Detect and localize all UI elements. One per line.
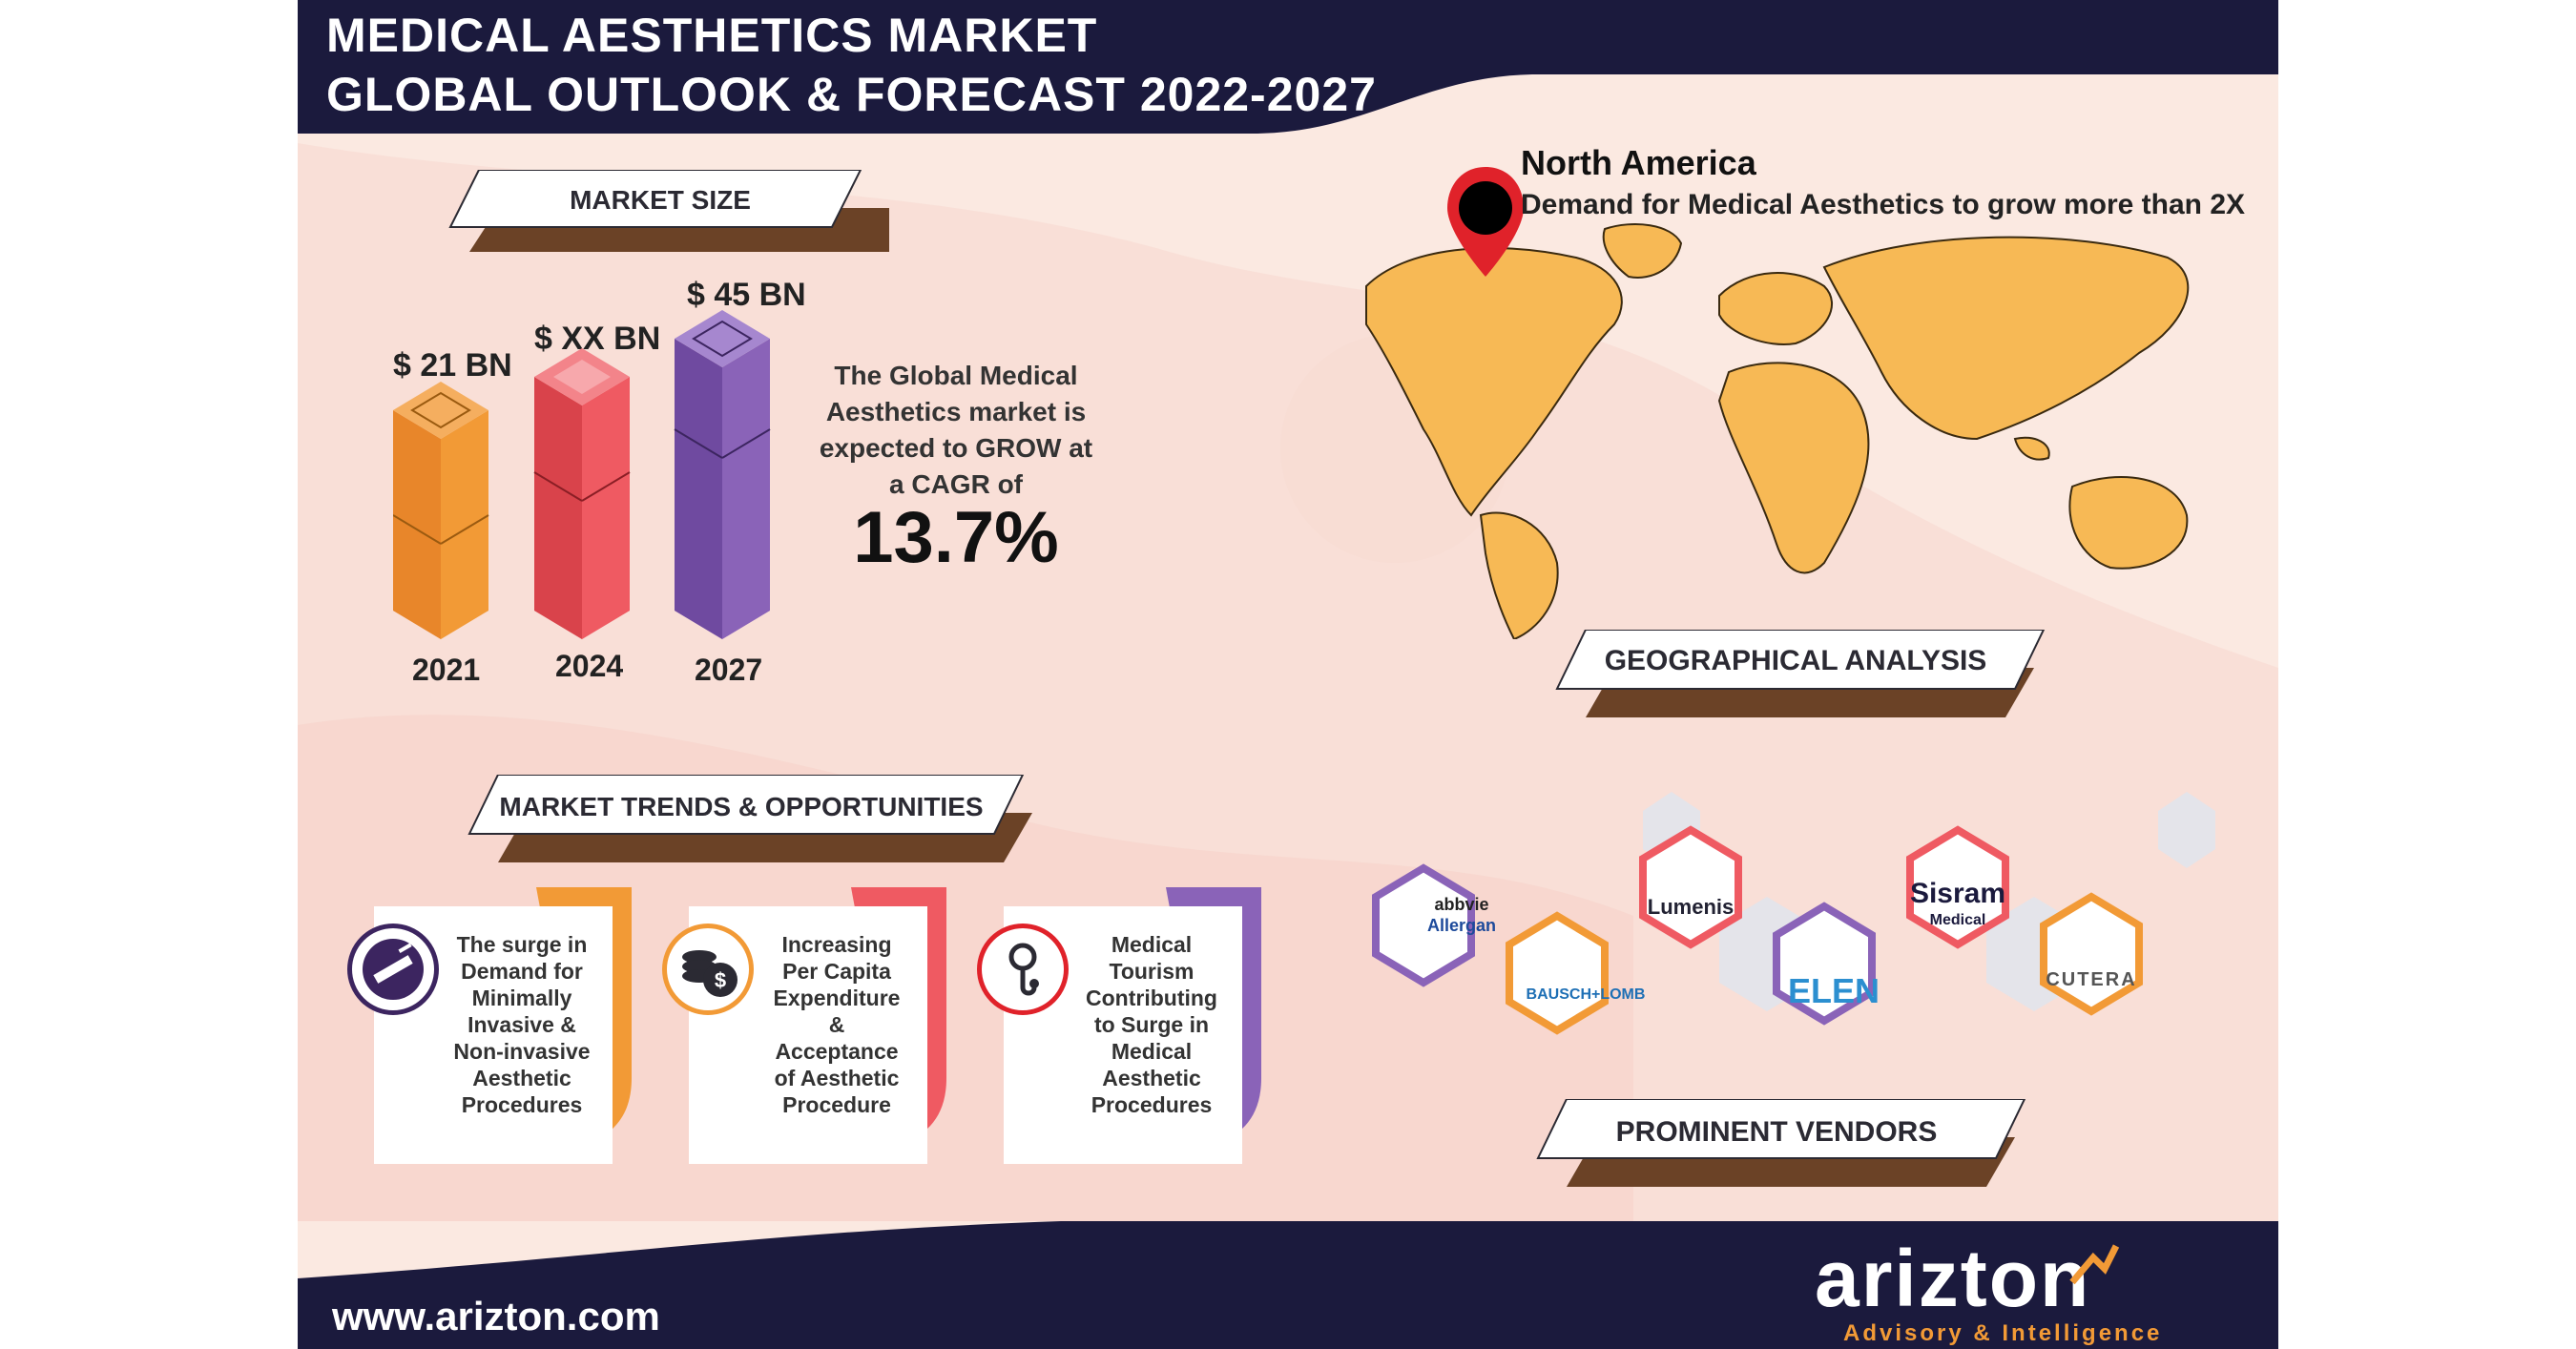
vendor-lumenis-logo: Lumenis — [1647, 895, 1735, 919]
region-name: North America — [1521, 143, 1756, 182]
year-2027: 2027 — [695, 653, 763, 687]
bar-label-2024: $ XX BN — [534, 321, 661, 357]
title-line-1: MEDICAL AESTHETICS MARKET — [326, 9, 1098, 62]
bar-label-2027: $ 45 BN — [687, 277, 806, 313]
vendor-sisram-logo: Sisram — [1909, 878, 2006, 909]
geographical-analysis-ribbon — [1555, 630, 2046, 717]
trend-cards-bg — [374, 887, 1261, 1164]
cagr-description: The Global Medical Aesthetics market is … — [819, 361, 1093, 499]
year-2021: 2021 — [412, 653, 481, 687]
vendor-cutera-logo: CUTERA — [2046, 969, 2137, 990]
market-trends-heading: MARKET TRENDS & OPPORTUNITIES — [499, 792, 984, 821]
trend-card-3-bg — [1004, 887, 1261, 1164]
location-pin-icon — [1447, 167, 1524, 277]
vendor-allergan-logo: Allergan — [1426, 916, 1497, 935]
trend-card-1-bg — [374, 887, 632, 1164]
region-demand-text: Demand for Medical Aesthetics to grow mo… — [1521, 189, 2246, 220]
prominent-vendors-ribbon — [1536, 1099, 2026, 1187]
stethoscope-icon — [977, 924, 1069, 1015]
trend-card-3-text: Medical Tourism Contributing to Surge in… — [1086, 932, 1217, 1117]
hex-abbvie — [1372, 863, 1475, 987]
hex-sisram — [1906, 825, 2009, 949]
infographic-canvas: MEDICAL AESTHETICS MARKET GLOBAL OUTLOOK… — [298, 0, 2278, 1349]
vendor-bausch-lomb-logo: BAUSCH+LOMB — [1526, 986, 1646, 1003]
title-line-2: GLOBAL OUTLOOK & FORECAST 2022-2027 — [326, 68, 1377, 121]
hex-lumenis — [1639, 825, 1742, 949]
market-size-ribbon — [448, 170, 889, 252]
bar-2024 — [533, 348, 631, 639]
footer-url[interactable]: www.arizton.com — [332, 1294, 660, 1339]
hex-elen — [1773, 902, 1876, 1026]
syringe-hand-icon — [347, 924, 439, 1015]
brand-logo: arizton — [1815, 1234, 2091, 1323]
market-trends-ribbon — [467, 775, 1032, 862]
bar-label-2021: $ 21 BN — [393, 347, 512, 384]
vendor-sisram-medical-text: Medical — [1929, 912, 1986, 928]
vendor-elen-logo: ELEN — [1787, 971, 1880, 1010]
bar-2021 — [393, 382, 489, 639]
geographical-analysis-heading: GEOGRAPHICAL ANALYSIS — [1604, 645, 1987, 676]
trend-card-2-text: Increasing Per Capita Expenditure & Acce… — [773, 932, 901, 1117]
coins-dollar-icon: $ — [662, 924, 754, 1015]
hex-bausch — [1506, 911, 1609, 1035]
world-map — [1365, 223, 2190, 639]
brand-arrow-icon — [2069, 1244, 2120, 1285]
vendor-abbvie-logo: abbvie — [1434, 895, 1489, 914]
title-banner — [298, 0, 2278, 134]
market-size-heading: MARKET SIZE — [570, 185, 751, 215]
cagr-value: 13.7% — [853, 497, 1059, 578]
brand-tagline: Advisory & Intelligence — [1843, 1320, 2163, 1346]
hex-cutera — [2040, 892, 2143, 1016]
bar-2027 — [674, 310, 771, 639]
trend-card-1-text: The surge in Demand for Minimally Invasi… — [453, 932, 591, 1117]
prominent-vendors-heading: PROMINENT VENDORS — [1615, 1116, 1938, 1148]
year-2024: 2024 — [555, 649, 624, 683]
market-size-bars — [393, 310, 771, 639]
vendor-hexagons — [1372, 792, 2215, 1035]
footer-banner — [298, 1221, 2278, 1349]
svg-text:$: $ — [715, 968, 726, 992]
